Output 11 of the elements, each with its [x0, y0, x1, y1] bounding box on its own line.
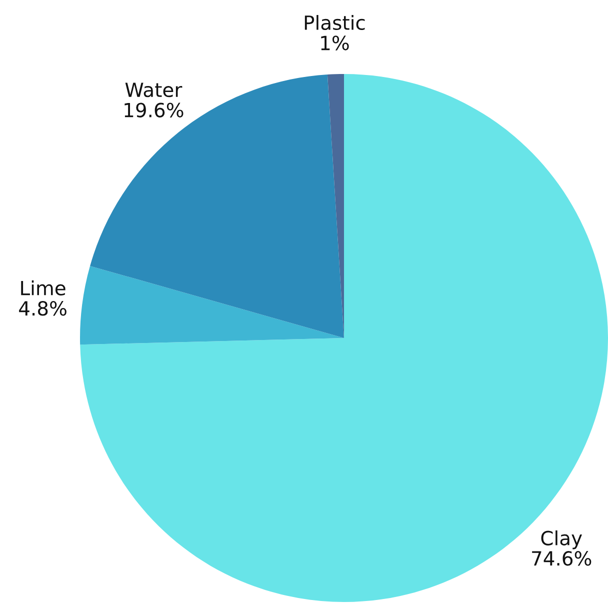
- pie-slice: [80, 266, 344, 345]
- data-label: 19.6%: [124, 102, 184, 118]
- slice-label: Plastic: [304, 14, 365, 30]
- slice-label: Water: [125, 82, 182, 98]
- slice-label: Clay: [541, 530, 582, 550]
- data-label: 74.6%: [532, 551, 592, 566]
- pie-slice: [90, 74, 344, 338]
- pie-slice: [80, 74, 608, 602]
- data-label: 4.8%: [19, 301, 66, 316]
- slice-label: Lime: [21, 280, 66, 296]
- data-label: 1%: [321, 36, 349, 50]
